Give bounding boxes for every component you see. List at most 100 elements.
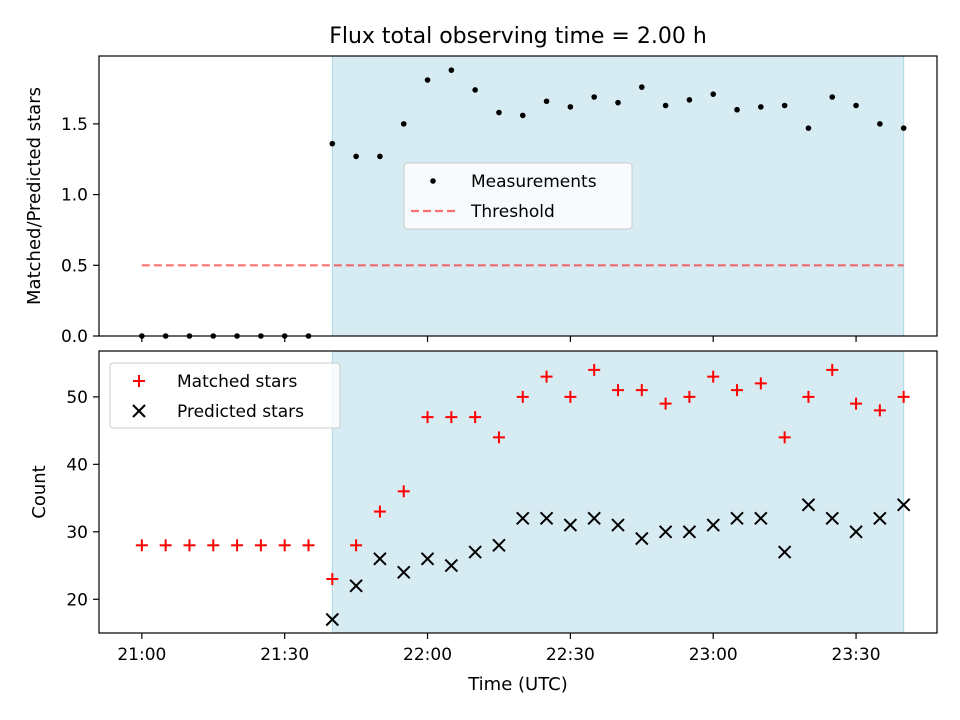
data-point xyxy=(754,377,767,390)
data-point xyxy=(492,538,506,553)
data-point xyxy=(400,121,407,127)
data-point xyxy=(734,106,740,113)
data-point xyxy=(802,390,815,403)
data-point xyxy=(492,431,505,444)
y-axis-label: Count xyxy=(29,465,50,518)
data-point xyxy=(588,363,601,376)
data-point xyxy=(472,87,478,93)
data-point xyxy=(662,102,669,109)
data-point xyxy=(611,384,624,397)
legend-label: Measurements xyxy=(471,172,597,192)
x-stroke-b xyxy=(730,511,744,526)
legend-label: Threshold xyxy=(470,202,555,222)
x-tick-label: 21:30 xyxy=(260,645,309,665)
y-tick-label: 50 xyxy=(66,388,88,408)
data-point xyxy=(278,539,291,552)
x-stroke-b xyxy=(849,525,863,539)
x-stroke-b xyxy=(896,498,911,512)
data-point xyxy=(420,552,435,566)
data-point xyxy=(900,125,907,131)
y-tick-label: 40 xyxy=(66,455,88,475)
y-tick-label: 1.5 xyxy=(61,115,88,135)
data-point xyxy=(254,539,267,552)
data-point xyxy=(754,511,768,526)
data-point xyxy=(353,153,359,160)
x-tick-label: 22:00 xyxy=(403,645,452,665)
x-stroke-b xyxy=(777,545,792,559)
data-point xyxy=(825,511,839,526)
x-stroke-b xyxy=(444,558,459,573)
data-point xyxy=(543,98,550,105)
data-point xyxy=(777,545,792,559)
data-point xyxy=(635,531,649,546)
x-stroke-b xyxy=(325,612,340,627)
data-point xyxy=(682,525,697,539)
data-point xyxy=(801,498,816,512)
data-point xyxy=(635,384,648,397)
legend: Measurements Threshold xyxy=(403,162,633,230)
data-point xyxy=(469,411,482,424)
data-point xyxy=(496,109,502,116)
data-point xyxy=(563,518,578,532)
data-point xyxy=(516,390,529,403)
data-point xyxy=(349,579,363,593)
legend-marker xyxy=(132,404,146,418)
data-point xyxy=(877,121,883,127)
data-point xyxy=(829,94,836,100)
data-point xyxy=(850,397,863,410)
data-point xyxy=(231,539,244,552)
data-point xyxy=(710,91,717,97)
data-point xyxy=(159,539,172,552)
legend-box xyxy=(109,362,341,429)
data-point xyxy=(758,104,764,110)
x-stroke-b xyxy=(682,525,697,539)
x-stroke-b xyxy=(420,552,435,566)
x-stroke-b xyxy=(397,565,411,579)
data-point xyxy=(448,67,455,73)
data-point xyxy=(468,545,482,559)
x-tick-label: 23:00 xyxy=(689,645,738,665)
x-stroke-b xyxy=(611,518,625,532)
data-point xyxy=(778,431,791,444)
data-point xyxy=(519,112,526,119)
data-point xyxy=(896,498,911,512)
x-stroke-b xyxy=(635,531,649,546)
data-point xyxy=(373,505,386,518)
data-point xyxy=(207,539,220,552)
data-point xyxy=(707,370,720,383)
data-point xyxy=(611,518,625,532)
axes-frame xyxy=(98,350,938,634)
x-tick-label: 21:00 xyxy=(117,645,166,665)
ratio-panel: 0.0 0.5 1.0 1.5 Matched/Predicted stars Measu… xyxy=(24,55,938,347)
x-stroke-b xyxy=(516,511,530,526)
data-point xyxy=(826,363,839,376)
data-point xyxy=(683,390,696,403)
data-point xyxy=(853,102,859,109)
axes-frame xyxy=(98,55,938,337)
data-point xyxy=(706,518,720,532)
y-axis-label: Matched/Predicted stars xyxy=(24,87,45,305)
chart-title: Flux total observing time = 2.00 h xyxy=(329,24,707,49)
data-point xyxy=(135,539,148,552)
data-point xyxy=(329,140,336,147)
data-point xyxy=(591,94,597,100)
data-point xyxy=(350,539,363,552)
data-point xyxy=(302,539,315,552)
x-stroke-b xyxy=(658,525,673,539)
data-point xyxy=(730,511,744,526)
legend: Matched stars Predicted stars xyxy=(109,362,341,429)
x-stroke-b xyxy=(754,511,768,526)
data-point xyxy=(658,525,673,539)
y-tick-label: 0.5 xyxy=(61,256,88,276)
count-panel: 21:00 21:30 22:00 22:30 23:00 23:30 20 30 40 50 Co… xyxy=(29,350,938,665)
x-stroke-b xyxy=(873,511,887,526)
x-stroke-b xyxy=(563,518,578,532)
y-tick-label: 1.0 xyxy=(61,186,88,206)
data-point xyxy=(183,539,196,552)
data-point xyxy=(325,612,340,627)
data-point xyxy=(373,552,387,566)
data-point xyxy=(397,485,410,498)
x-stroke-b xyxy=(706,518,720,532)
series-matched-stars xyxy=(135,363,910,586)
